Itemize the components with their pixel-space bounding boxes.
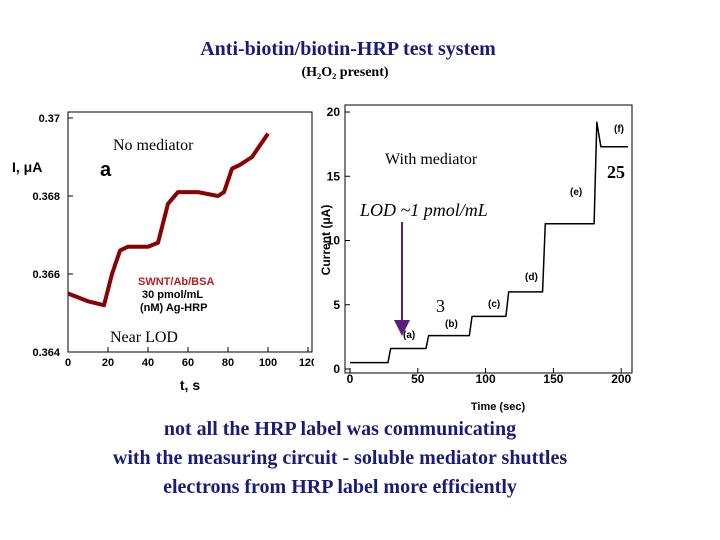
y-axis-label: Current (μA): [319, 205, 333, 276]
y-tick-label: 10: [327, 234, 341, 248]
annotation: (f): [614, 124, 624, 135]
y-axis-label: I, μA: [12, 159, 42, 175]
x-tick-label: 40: [142, 357, 154, 369]
data-line: [67, 132, 270, 308]
body-text: with the measuring circuit - soluble med…: [113, 447, 567, 469]
x-tick-label: 60: [182, 357, 194, 369]
annotation: SWNT/Ab/BSA: [138, 276, 214, 288]
x-axis-label: Time (sec): [471, 401, 526, 413]
y-tick-label: 20: [327, 105, 341, 119]
x-tick-label: 100: [259, 357, 277, 369]
y-tick-label: 0.366: [32, 269, 60, 281]
body-text: electrons from HRP label more efficientl…: [163, 476, 517, 498]
body-text: not all the HRP label was communicating: [164, 418, 516, 440]
x-tick-label: 20: [102, 357, 114, 369]
y-tick-label: 15: [327, 169, 341, 183]
x-tick-label: 0: [65, 357, 71, 369]
annotation: (a): [403, 330, 415, 341]
x-tick-label: 200: [611, 372, 631, 386]
annotation: a: [100, 159, 112, 181]
note: LOD ~1 pmol/mL: [359, 200, 488, 220]
note: With mediator: [385, 151, 478, 168]
y-tick-label: 0.364: [32, 347, 60, 359]
x-tick-label: 100: [476, 372, 496, 386]
annotation: 30 pmol/mL: [142, 289, 203, 301]
x-tick-label: 80: [222, 357, 234, 369]
annotation: (c): [488, 299, 500, 310]
annotation: (nM) Ag-HRP: [140, 302, 207, 314]
x-tick-label: 120: [299, 357, 317, 369]
annotation: (e): [570, 187, 582, 198]
note: No mediator: [113, 137, 194, 154]
note: Near LOD: [110, 329, 178, 346]
x-tick-label: 0: [347, 372, 354, 386]
note: 3: [436, 296, 445, 316]
note: 25: [607, 162, 625, 182]
plot-frame: [67, 111, 313, 353]
y-tick-label: 0.368: [32, 191, 60, 203]
plot-frame: [344, 104, 633, 374]
subtitle: (H₂O₂ present): [301, 65, 388, 80]
title: Anti-biotin/biotin-HRP test system: [200, 38, 496, 60]
x-tick-label: 50: [411, 372, 425, 386]
x-tick-label: 150: [543, 372, 563, 386]
x-axis-label: t, s: [180, 377, 200, 393]
data-line: [350, 121, 628, 364]
annotation: (d): [525, 272, 538, 283]
y-tick-label: 5: [333, 298, 340, 312]
annotation: (b): [445, 319, 458, 330]
y-tick-label: 0.37: [39, 113, 60, 125]
y-tick-label: 0: [333, 362, 340, 376]
